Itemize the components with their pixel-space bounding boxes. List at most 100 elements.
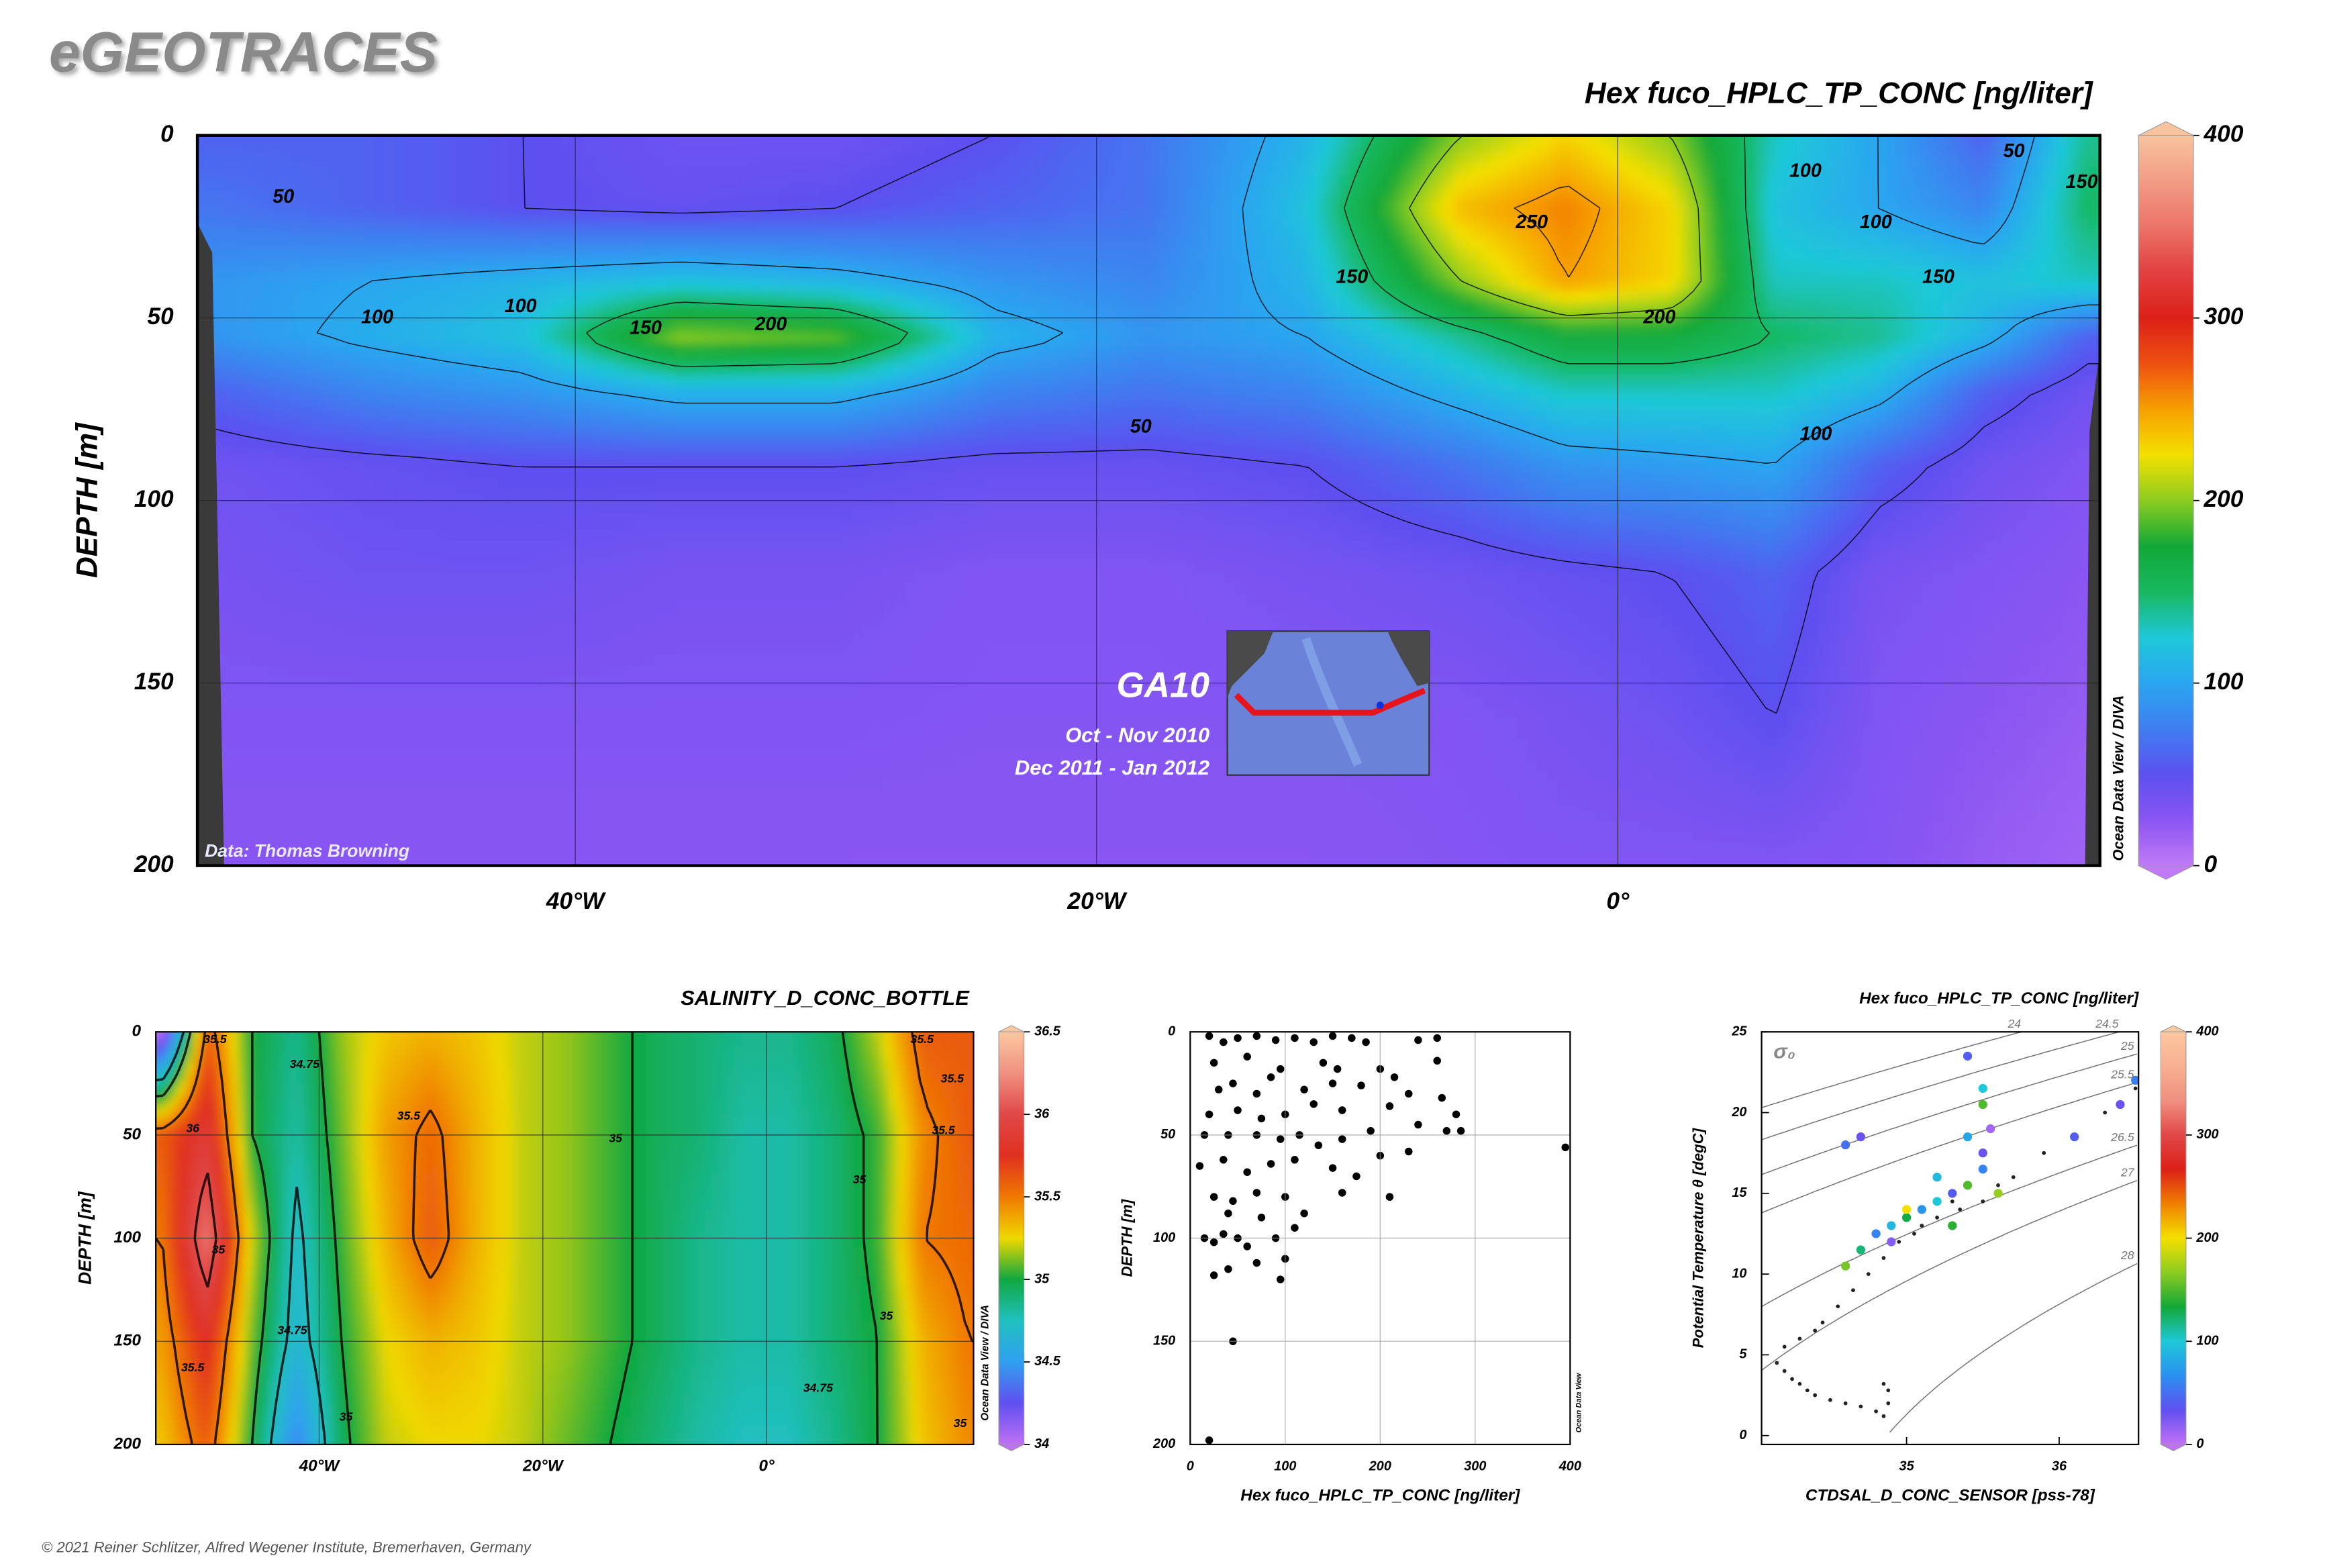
field-cell: [644, 571, 656, 583]
field-cell: [467, 634, 479, 646]
field-cell: [342, 603, 354, 615]
field-cell: [426, 509, 438, 521]
field-cell: [592, 831, 604, 843]
field-cell: [519, 426, 531, 438]
field-cell: [498, 738, 510, 750]
field-cell: [363, 135, 375, 147]
field-cell: [602, 613, 614, 625]
field-cell: [519, 468, 531, 479]
field-cell: [571, 374, 583, 386]
field-cell: [831, 488, 843, 500]
field-cell: [581, 301, 593, 313]
field-cell: [664, 769, 677, 781]
field-cell: [644, 343, 656, 355]
field-cell: [571, 187, 583, 199]
field-cell: [446, 738, 458, 750]
field-cell: [238, 592, 250, 604]
field-cell: [457, 499, 468, 511]
field-cell: [654, 415, 666, 428]
field-cell: [519, 478, 531, 490]
field-cell: [696, 789, 707, 801]
field-cell: [779, 821, 791, 833]
field-cell: [644, 707, 656, 718]
field-cell: [467, 250, 479, 261]
field-cell: [550, 686, 562, 697]
field-cell: [509, 395, 521, 407]
field-cell: [748, 571, 760, 583]
field-cell: [363, 208, 375, 219]
field-cell: [249, 270, 261, 282]
field-cell: [758, 707, 770, 718]
field-cell: [820, 789, 832, 801]
field-cell: [852, 447, 863, 458]
field-cell: [426, 488, 438, 500]
field-cell: [634, 166, 645, 178]
field-cell: [374, 478, 386, 490]
field-cell: [259, 197, 271, 209]
field-cell: [405, 540, 417, 552]
field-cell: [415, 478, 427, 490]
field-cell: [270, 789, 282, 801]
field-cell: [530, 644, 542, 656]
field-cell: [748, 842, 760, 854]
field-cell: [581, 415, 593, 428]
field-cell: [675, 810, 687, 822]
field-cell: [883, 644, 895, 656]
field-cell: [467, 197, 479, 209]
field-cell: [498, 239, 510, 251]
field-cell: [519, 810, 531, 822]
field-cell: [238, 301, 250, 313]
field-cell: [571, 135, 583, 147]
field-cell: [477, 769, 489, 781]
field-cell: [664, 592, 677, 604]
field-cell: [560, 592, 573, 604]
field-cell: [218, 250, 230, 261]
field-cell: [779, 696, 791, 708]
field-cell: [779, 436, 791, 448]
field-cell: [603, 873, 614, 885]
field-cell: [862, 353, 874, 365]
field-cell: [831, 810, 843, 822]
field-cell: [685, 177, 697, 189]
field-cell: [259, 218, 271, 230]
field-cell: [883, 488, 895, 500]
field-cell: [758, 634, 770, 646]
field-cell: [363, 197, 375, 209]
field-cell: [883, 540, 895, 552]
field-cell: [530, 789, 542, 801]
field-cell: [540, 613, 552, 625]
field-cell: [228, 540, 240, 552]
field-cell: [664, 457, 677, 469]
field-cell: [238, 540, 250, 552]
field-cell: [291, 405, 303, 417]
field-cell: [280, 592, 292, 604]
field-cell: [311, 343, 324, 355]
field-cell: [613, 520, 624, 532]
field-cell: [384, 592, 396, 604]
field-cell: [592, 239, 604, 251]
field-cell: [634, 571, 645, 583]
field-cell: [727, 561, 739, 573]
field-cell: [862, 374, 874, 386]
field-cell: [716, 520, 728, 532]
field-cell: [311, 624, 324, 636]
field-cell: [613, 447, 624, 458]
field-cell: [311, 800, 324, 812]
field-cell: [498, 520, 510, 532]
field-cell: [405, 634, 417, 646]
field-cell: [477, 332, 489, 344]
field-cell: [799, 592, 811, 604]
field-cell: [862, 686, 874, 697]
field-cell: [467, 654, 479, 667]
field-cell: [654, 218, 666, 230]
field-cell: [446, 208, 458, 219]
field-cell: [291, 530, 303, 542]
field-cell: [696, 624, 707, 636]
field-cell: [384, 468, 396, 479]
field-cell: [581, 852, 593, 864]
field-cell: [685, 831, 697, 843]
field-cell: [550, 270, 562, 282]
field-cell: [602, 395, 614, 407]
field-cell: [519, 769, 531, 781]
field-cell: [353, 499, 365, 511]
